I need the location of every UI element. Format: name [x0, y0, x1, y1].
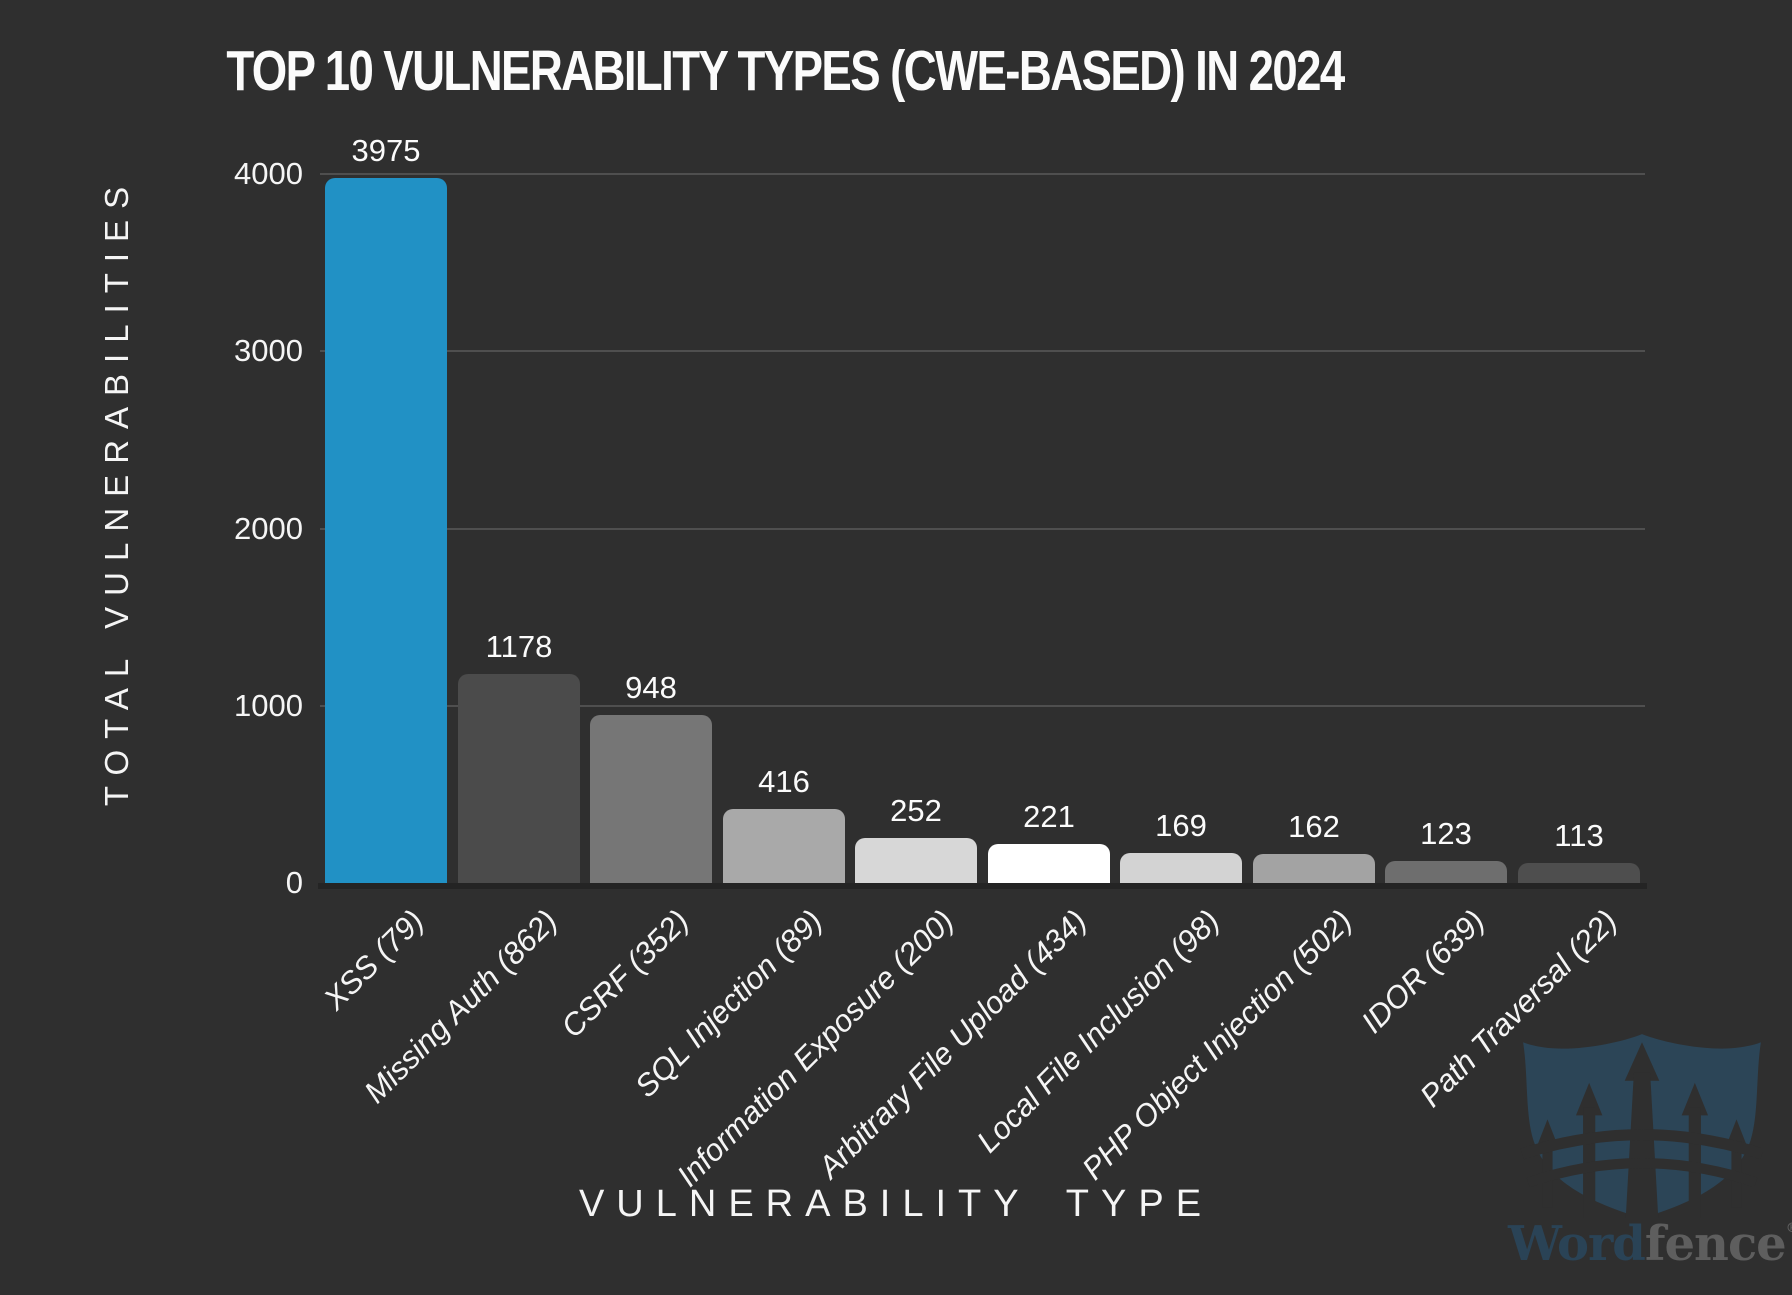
x-tick-label: CSRF (352): [554, 903, 696, 1045]
y-tick-label: 3000: [234, 333, 303, 369]
chart-title: TOP 10 VULNERABILITY TYPES (CWE-BASED) I…: [226, 39, 1345, 103]
gridline: [320, 704, 1645, 707]
y-tick-label: 1000: [234, 687, 303, 723]
wordfence-wordmark: Wordfence®: [1508, 1216, 1792, 1272]
bar-value-label: 416: [758, 764, 810, 799]
gridline: [320, 527, 1645, 530]
gridline: [320, 173, 1645, 175]
bar-value-label: 948: [625, 670, 677, 705]
x-tick-label: Arbitrary File Upload (434): [811, 903, 1094, 1185]
bar-value-label: 221: [1023, 799, 1075, 834]
y-tick-label: 4000: [234, 156, 303, 191]
chart-bar: [723, 809, 845, 883]
chart-bar: [590, 715, 712, 883]
chart-bar: [988, 844, 1110, 883]
x-tick-label: Information Exposure (200): [670, 903, 961, 1194]
bar-value-label: 123: [1420, 816, 1472, 851]
wordfence-watermark: Wordfence®: [1508, 1028, 1792, 1278]
bar-value-label: 162: [1288, 809, 1340, 844]
x-tick-label: PHP Object Injection (502): [1075, 903, 1359, 1187]
y-tick-label: 0: [285, 865, 303, 900]
bar-value-label: 252: [890, 793, 942, 828]
x-tick-label: XSS (79): [317, 903, 431, 1017]
x-tick-label: Local File Inclusion (98): [969, 903, 1226, 1160]
gridline: [320, 350, 1645, 353]
wordfence-shield-icon: [1520, 1034, 1764, 1218]
bar-value-label: 3975: [351, 133, 421, 168]
chart-bar: [1518, 863, 1640, 883]
chart-bar: [458, 674, 580, 883]
x-tick-label: IDOR (639): [1353, 903, 1491, 1040]
chart-bar: [1253, 854, 1375, 883]
chart-bar: [325, 178, 447, 883]
chart-bar: [1385, 861, 1507, 883]
bar-value-label: 1178: [485, 629, 553, 664]
chart-bar: [1120, 853, 1242, 883]
x-axis-line: [318, 883, 1647, 889]
wordmark-word: Word: [1508, 1216, 1646, 1272]
y-tick-label: 2000: [234, 510, 303, 546]
bar-value-label: 169: [1155, 808, 1207, 843]
chart-bar: [855, 838, 977, 883]
wordmark-fence: fence: [1644, 1216, 1787, 1272]
x-axis-title: VULNERABILITY TYPE: [578, 1183, 1214, 1225]
registered-trademark-symbol: ®: [1786, 1221, 1792, 1236]
bar-value-label: 113: [1554, 818, 1604, 853]
